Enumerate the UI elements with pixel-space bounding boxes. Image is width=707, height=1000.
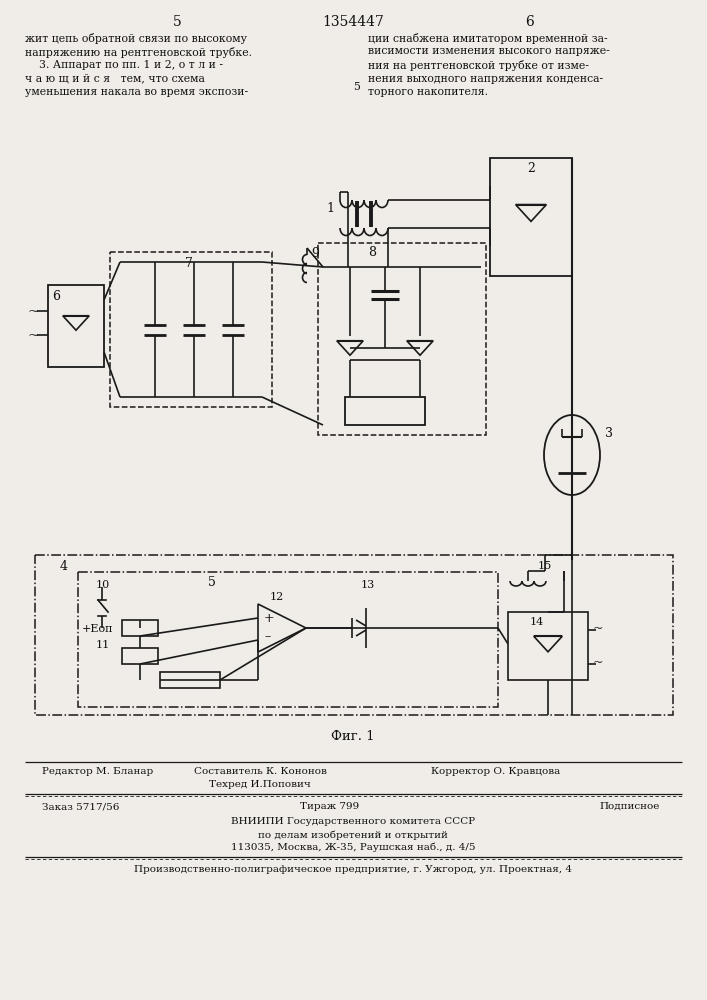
Text: ~: ~ — [28, 329, 40, 343]
Text: ~: ~ — [28, 305, 40, 319]
Bar — [318, 243, 486, 435]
Text: 8: 8 — [368, 246, 376, 259]
Bar — [122, 648, 158, 664]
Bar — [490, 158, 572, 276]
Text: ~: ~ — [593, 622, 604, 635]
Text: Редактор М. Бланар: Редактор М. Бланар — [42, 767, 153, 776]
Text: +: + — [264, 612, 274, 625]
Bar — [48, 285, 104, 367]
Bar — [345, 397, 425, 425]
Text: по делам изобретений и открытий: по делам изобретений и открытий — [258, 830, 448, 840]
Text: ния на рентгеновской трубке от изме-: ния на рентгеновской трубке от изме- — [368, 60, 589, 71]
Bar — [78, 572, 498, 707]
Text: 11: 11 — [96, 640, 110, 650]
Text: 3. Аппарат по пп. 1 и 2, о т л и -: 3. Аппарат по пп. 1 и 2, о т л и - — [25, 60, 223, 70]
Bar — [160, 672, 220, 688]
Bar — [35, 555, 673, 715]
Text: 9: 9 — [311, 247, 319, 260]
Text: 6: 6 — [52, 290, 60, 303]
Text: уменьшения накала во время экспози-: уменьшения накала во время экспози- — [25, 87, 248, 97]
Text: 2: 2 — [527, 162, 535, 175]
Text: 113035, Москва, Ж-35, Раушская наб., д. 4/5: 113035, Москва, Ж-35, Раушская наб., д. … — [230, 843, 475, 852]
Text: Составитель К. Кононов: Составитель К. Кононов — [194, 767, 327, 776]
Text: жит цепь обратной связи по высокому: жит цепь обратной связи по высокому — [25, 33, 247, 44]
Text: +Eоп: +Eоп — [82, 624, 114, 634]
Text: Производственно-полиграфическое предприятие, г. Ужгород, ул. Проектная, 4: Производственно-полиграфическое предприя… — [134, 865, 572, 874]
Text: ции снабжена имитатором временной за-: ции снабжена имитатором временной за- — [368, 33, 607, 44]
Text: 6: 6 — [525, 15, 534, 29]
Text: 13: 13 — [361, 580, 375, 590]
Text: нения выходного напряжения конденса-: нения выходного напряжения конденса- — [368, 74, 603, 84]
Text: висимости изменения высокого напряже-: висимости изменения высокого напряже- — [368, 46, 609, 56]
Text: 15: 15 — [538, 561, 552, 571]
Text: 5: 5 — [354, 82, 361, 92]
Text: ВНИИПИ Государственного комитета СССР: ВНИИПИ Государственного комитета СССР — [231, 817, 475, 826]
Text: Подписное: Подписное — [600, 802, 660, 811]
Text: 1354447: 1354447 — [322, 15, 384, 29]
Text: 10: 10 — [96, 580, 110, 590]
Text: 4: 4 — [60, 560, 68, 573]
Text: Тираж 799: Тираж 799 — [300, 802, 360, 811]
Text: 5: 5 — [173, 15, 182, 29]
Text: 14: 14 — [530, 617, 544, 627]
Text: 3: 3 — [605, 427, 613, 440]
Text: ч а ю щ и й с я   тем, что схема: ч а ю щ и й с я тем, что схема — [25, 74, 205, 84]
Text: ~: ~ — [593, 656, 604, 669]
Text: напряжению на рентгеновской трубке.: напряжению на рентгеновской трубке. — [25, 46, 252, 57]
Text: 12: 12 — [270, 592, 284, 602]
Text: Фиг. 1: Фиг. 1 — [331, 730, 375, 743]
Text: 7: 7 — [185, 257, 193, 270]
Text: 5: 5 — [208, 576, 216, 589]
Bar — [122, 620, 158, 636]
Text: Корректор О. Кравцова: Корректор О. Кравцова — [431, 767, 560, 776]
Text: Техред И.Попович: Техред И.Попович — [209, 780, 311, 789]
Bar — [508, 612, 588, 680]
Text: торного накопителя.: торного накопителя. — [368, 87, 488, 97]
Text: 1: 1 — [326, 202, 334, 215]
Text: –: – — [264, 630, 270, 643]
Text: Заказ 5717/56: Заказ 5717/56 — [42, 802, 119, 811]
Bar — [110, 252, 272, 407]
